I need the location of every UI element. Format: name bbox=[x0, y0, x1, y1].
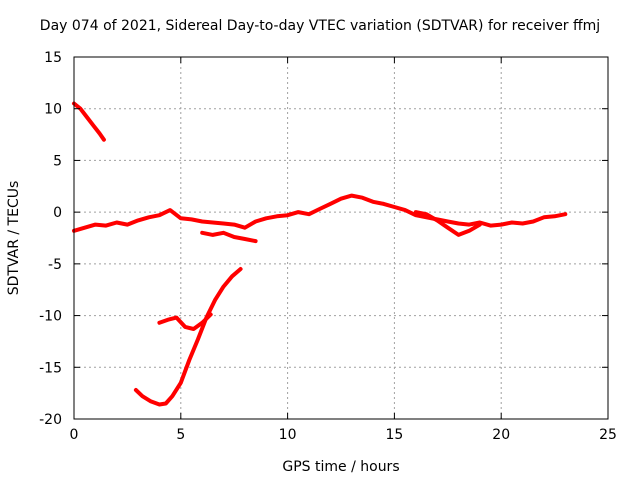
grid-lines bbox=[74, 57, 608, 419]
y-tick-label: 15 bbox=[44, 50, 62, 66]
y-tick-label: 5 bbox=[53, 153, 62, 169]
series-arc-early-dip bbox=[157, 312, 213, 331]
axis-ticks: 0 5 10 15 20 25 -20 -15 -10 -5 0 5 10 15 bbox=[39, 50, 617, 443]
y-tick-label: 0 bbox=[53, 205, 62, 221]
x-axis-label: GPS time / hours bbox=[282, 459, 399, 475]
y-tick-label: 10 bbox=[44, 102, 62, 118]
data-series bbox=[72, 101, 568, 407]
series-arc-early-high bbox=[72, 101, 106, 142]
x-tick-label: 10 bbox=[279, 427, 297, 443]
y-tick-label: -10 bbox=[39, 309, 62, 325]
chart-title: Day 074 of 2021, Sidereal Day-to-day VTE… bbox=[39, 18, 601, 34]
x-tick-label: 25 bbox=[599, 427, 617, 443]
series-arc-mid-dip bbox=[200, 230, 258, 244]
series-arc-late-dip bbox=[413, 210, 482, 237]
y-axis-label: SDTVAR / TECUs bbox=[6, 181, 22, 296]
y-tick-label: -20 bbox=[39, 412, 62, 428]
plot-frame bbox=[73, 56, 609, 420]
series-arc-main-low bbox=[72, 193, 568, 233]
x-tick-label: 20 bbox=[492, 427, 510, 443]
x-tick-label: 5 bbox=[176, 427, 185, 443]
y-tick-label: -5 bbox=[48, 257, 62, 273]
y-tick-label: -15 bbox=[39, 360, 62, 376]
series-arc-low-rise bbox=[133, 267, 243, 407]
x-tick-label: 0 bbox=[70, 427, 79, 443]
x-tick-label: 15 bbox=[385, 427, 403, 443]
